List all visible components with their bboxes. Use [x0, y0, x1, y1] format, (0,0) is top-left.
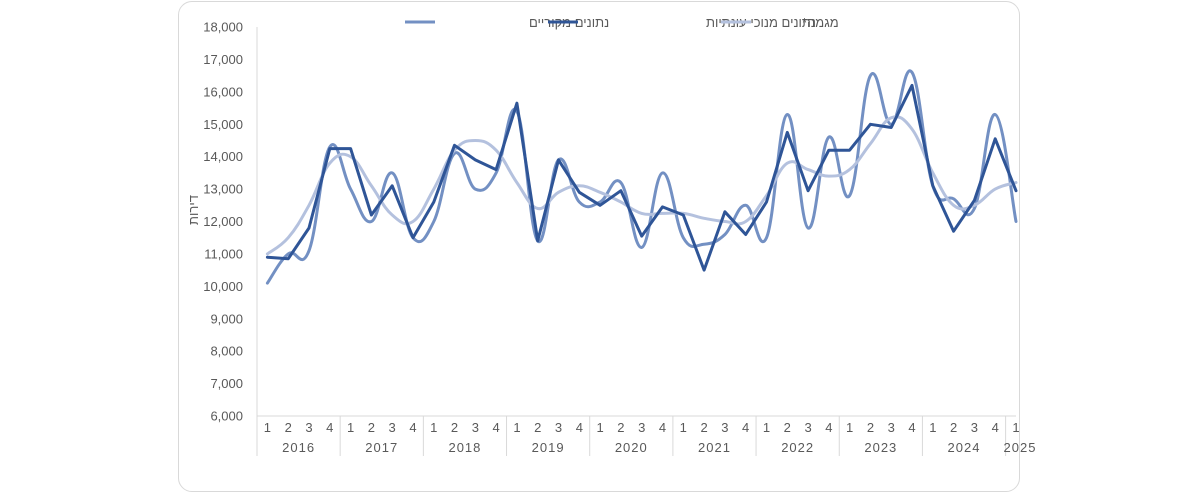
y-tick-label: 16,000	[203, 84, 243, 99]
y-tick-label: 11,000	[204, 246, 243, 261]
x-tick-quarter: 4	[493, 420, 500, 435]
x-tick-quarter: 1	[929, 420, 936, 435]
y-tick-label: 15,000	[203, 117, 243, 132]
x-tick-year: 2017	[365, 440, 398, 455]
x-tick-quarter: 3	[305, 420, 312, 435]
x-tick-quarter: 3	[971, 420, 978, 435]
x-tick-year: 2024	[948, 440, 981, 455]
x-tick-quarter: 4	[992, 420, 999, 435]
x-tick-quarter: 4	[825, 420, 832, 435]
chart-frame	[178, 1, 1020, 492]
x-tick-quarter: 4	[409, 420, 416, 435]
x-tick-quarter: 3	[888, 420, 895, 435]
x-tick-year: 2020	[615, 440, 648, 455]
x-tick-quarter: 3	[472, 420, 479, 435]
y-tick-label: 12,000	[203, 214, 243, 229]
x-tick-quarter: 4	[576, 420, 583, 435]
legend-item-1: נתונים מנוכי עונתיות	[548, 15, 816, 30]
y-tick-label: 9,000	[210, 311, 243, 326]
y-axis: 6,000 7,000 8,000 9,000 10,000 11,000 12,000 13…	[203, 20, 258, 424]
y-tick-label: 17,000	[203, 52, 243, 67]
legend-item-2: מגמה*	[721, 15, 839, 30]
series-line-1	[265, 83, 1018, 272]
x-tick-quarter: 1	[596, 420, 603, 435]
x-tick-year: 2022	[781, 440, 814, 455]
x-tick-quarter: 1	[680, 420, 687, 435]
y-tick-label: 14,000	[203, 149, 243, 164]
y-axis-label: דירות	[186, 195, 201, 225]
y-tick-label: 18,000	[203, 20, 243, 35]
x-tick-quarter: 2	[451, 420, 458, 435]
y-tick-label: 6,000	[210, 409, 243, 424]
x-tick-quarter: 1	[763, 420, 770, 435]
x-tick-quarter: 2	[617, 420, 624, 435]
x-tick-quarter: 3	[721, 420, 728, 435]
series-line-2	[265, 115, 1018, 256]
x-tick-quarter: 1	[430, 420, 437, 435]
x-tick-quarter: 2	[784, 420, 791, 435]
x-tick-year: 2019	[532, 440, 565, 455]
x-tick-quarter: 4	[326, 420, 333, 435]
x-tick-year: 2018	[448, 440, 481, 455]
x-tick-quarter: 2	[867, 420, 874, 435]
x-tick-quarter: 1	[347, 420, 354, 435]
x-tick-quarter: 2	[368, 420, 375, 435]
x-tick-quarter: 4	[742, 420, 749, 435]
x-tick-year: 2025	[1004, 440, 1037, 455]
legend-label: מגמה*	[802, 15, 839, 30]
x-tick-year: 2016	[282, 440, 315, 455]
x-tick-quarter: 4	[659, 420, 666, 435]
y-tick-label: 10,000	[203, 279, 243, 294]
x-tick-quarter: 3	[638, 420, 645, 435]
x-axis: 1 2 3 4 1 2 3 4 1 2 3 4 1 2 3 4 1 2 3 4 1 2 3 4 1 2 3 4 1 2 3 4 1 2 3 4 1201…	[256, 415, 1037, 456]
x-tick-quarter: 3	[389, 420, 396, 435]
legend-label: נתונים מנוכי עונתיות	[706, 15, 816, 30]
x-tick-quarter: 2	[285, 420, 292, 435]
legend-item-0: נתונים מקוריים	[405, 15, 609, 30]
x-tick-quarter: 1	[513, 420, 520, 435]
x-tick-quarter: 1	[1012, 420, 1019, 435]
x-tick-quarter: 2	[700, 420, 707, 435]
y-tick-label: 7,000	[210, 376, 243, 391]
x-tick-year: 2023	[864, 440, 897, 455]
x-tick-quarter: 4	[908, 420, 915, 435]
y-tick-label: 13,000	[203, 182, 243, 197]
x-tick-quarter: 1	[264, 420, 271, 435]
x-tick-quarter: 2	[534, 420, 541, 435]
x-tick-quarter: 3	[555, 420, 562, 435]
x-tick-quarter: 1	[846, 420, 853, 435]
plot-area	[265, 69, 1018, 285]
x-tick-quarter: 3	[804, 420, 811, 435]
y-tick-label: 8,000	[210, 344, 243, 359]
x-tick-quarter: 2	[950, 420, 957, 435]
x-tick-year: 2021	[698, 440, 731, 455]
